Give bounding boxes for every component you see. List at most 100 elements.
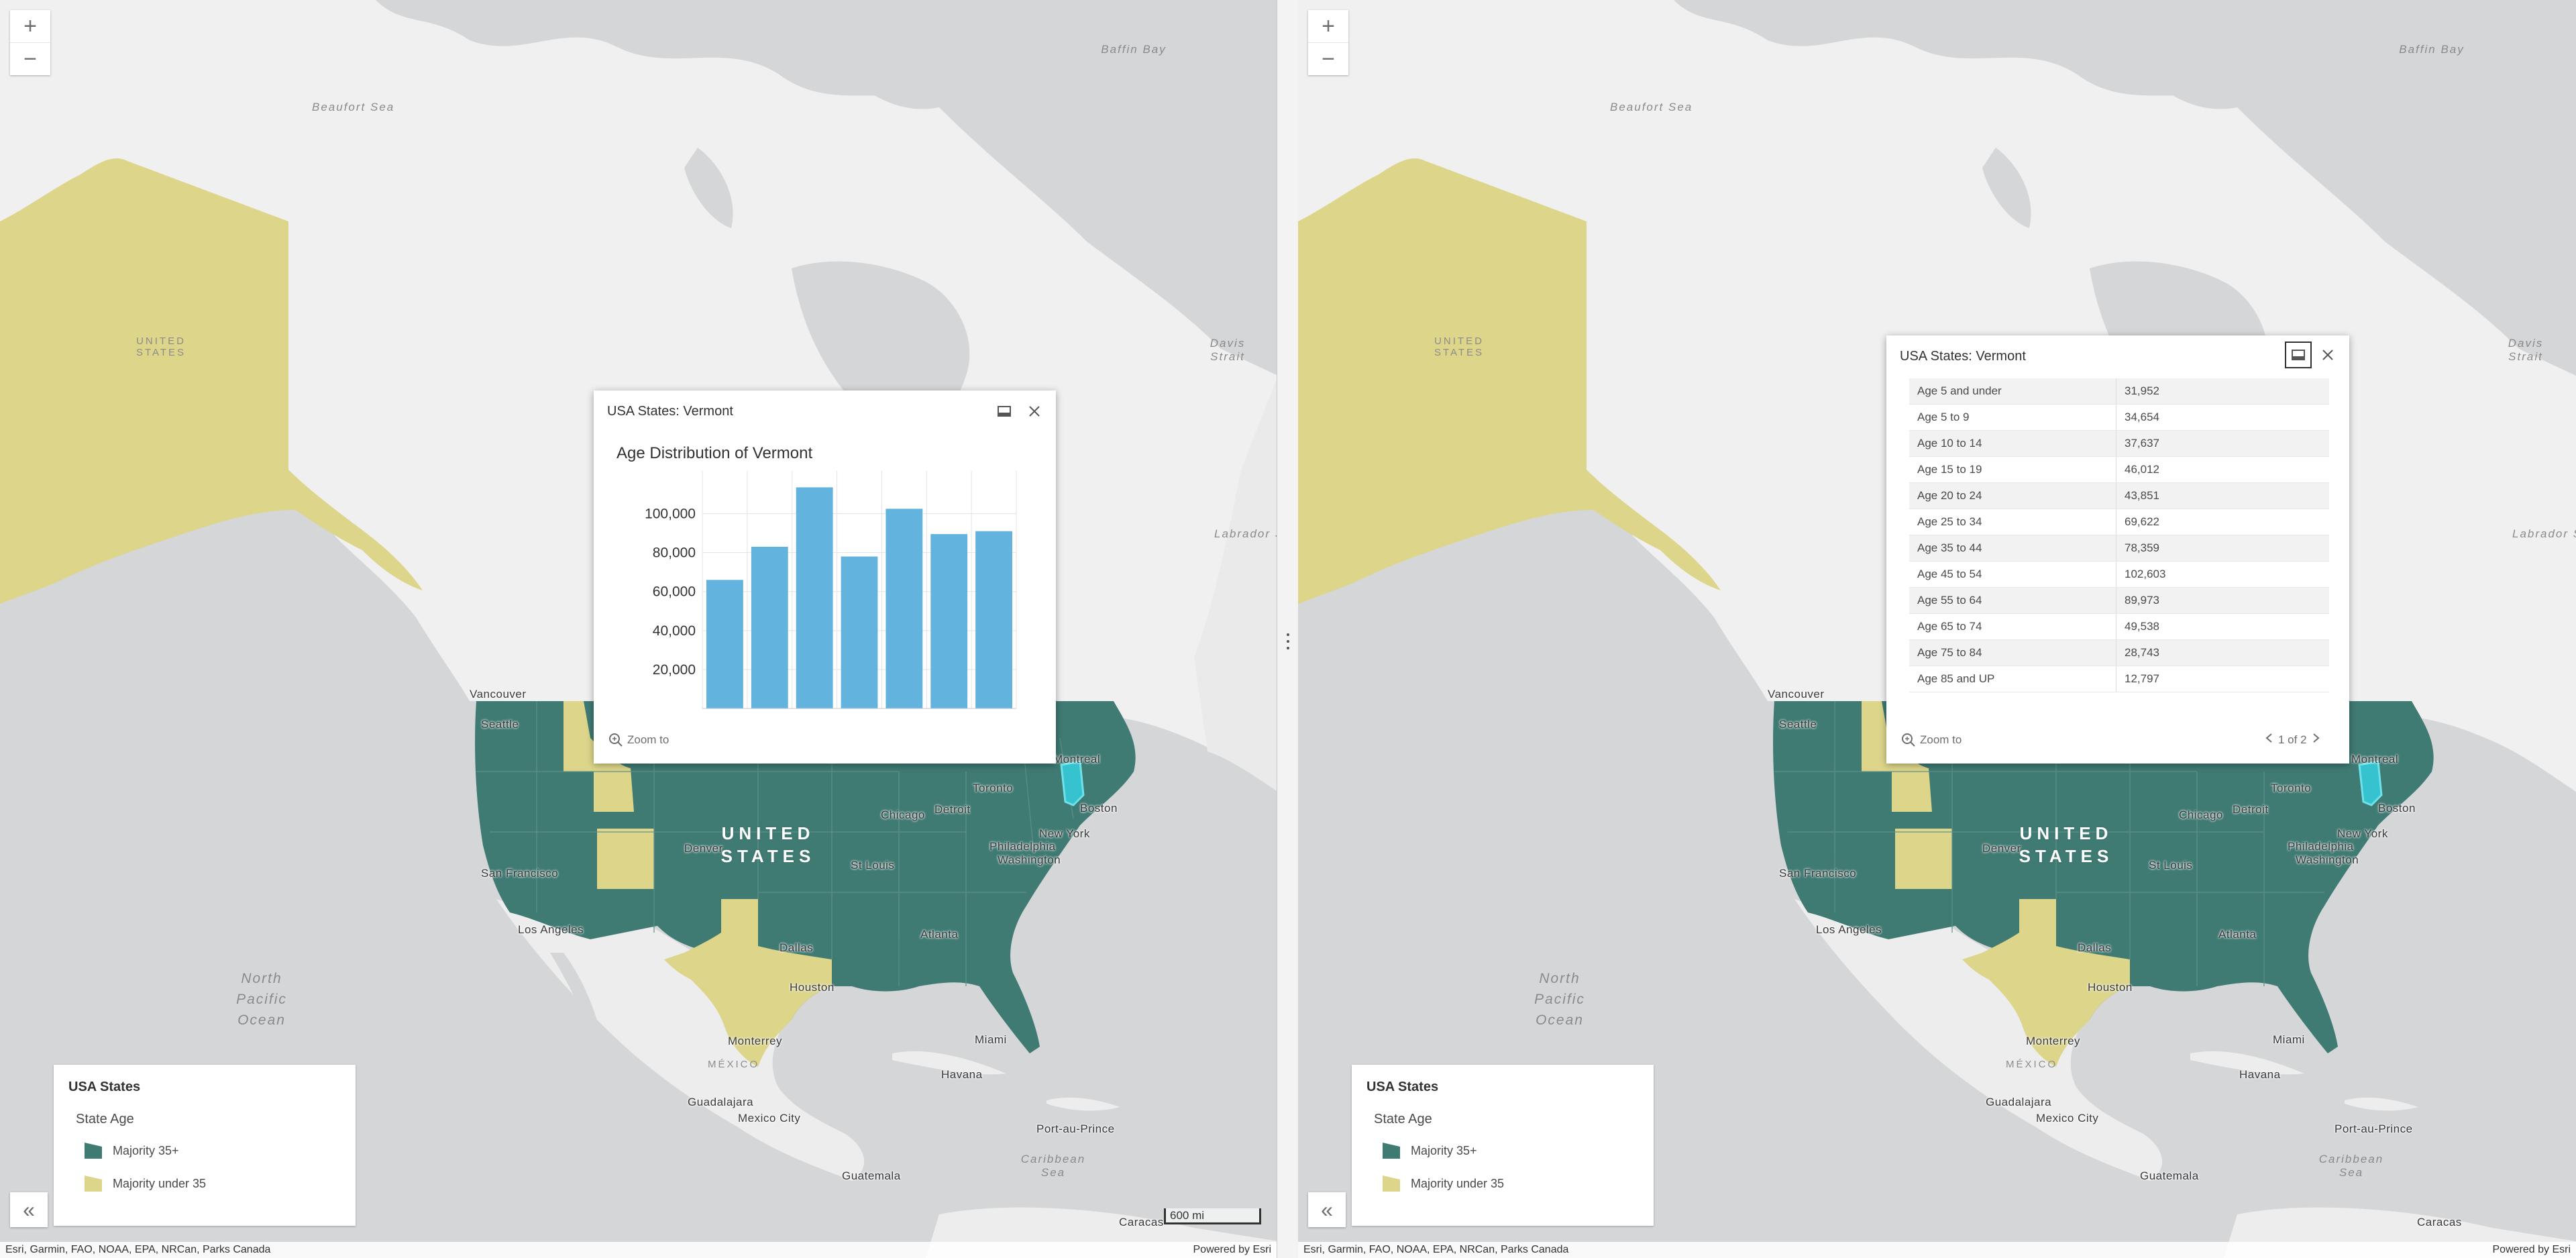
attribute-value: 28,743 [2116,639,2329,666]
zoom-control: + − [1308,10,1348,75]
zoom-to-button[interactable]: Zoom to [608,733,669,747]
dock-icon[interactable] [994,401,1014,421]
next-icon[interactable] [2307,733,2326,747]
zoom-to-button[interactable]: Zoom to [1901,733,1962,747]
attribute-table: Age 5 and under 31,952 Age 5 to 9 34,654 Age… [1909,378,2329,692]
city-chicago: Chicago [881,808,925,821]
city-denver: Denver [1982,842,2021,855]
map-label-usa: UNITED STATES [720,823,816,866]
view-splitter[interactable] [1277,0,1299,1258]
city-los-angeles: Los Angeles [518,923,584,936]
city-seattle: Seattle [1779,718,1817,731]
splitter-grip-icon [1287,633,1289,636]
legend-title: USA States [68,1080,141,1094]
city-san-francisco: San Francisco [1779,867,1857,880]
bar-chart: 20,000 40,000 60,000 80,000 100,000 [645,471,1017,709]
attribute-value: 31,952 [2116,378,2329,405]
city-monterrey: Monterrey [2026,1035,2081,1047]
city-st-louis: St Louis [851,859,895,872]
zoom-in-button[interactable]: + [10,10,50,43]
attribution-bar: Esri, Garmin, FAO, NOAA, EPA, NRCan, Par… [1298,1242,2576,1258]
attribute-name: Age 45 to 54 [1909,561,2116,588]
city-vancouver: Vancouver [1768,688,1825,700]
city-detroit: Detroit [2233,803,2269,816]
pagination: 1 of 2 [2259,733,2326,747]
zoom-out-button[interactable]: − [1322,46,1335,72]
city-guadalajara: Guadalajara [1986,1096,2052,1108]
y-tick-label: 20,000 [653,662,696,678]
city-toronto: Toronto [973,782,1014,794]
table-row: Age 65 to 74 49,538 [1909,613,2329,640]
attribute-name: Age 5 and under [1909,378,2116,405]
powered-by[interactable]: Powered by Esri [2492,1244,2571,1255]
table-row: Age 20 to 24 43,851 [1909,482,2329,509]
collapse-icon[interactable]: « [1308,1192,1346,1227]
table-row: Age 75 to 84 28,743 [1909,639,2329,666]
map-label-davis-strait: Davis Strait [1210,337,1246,363]
bar[interactable] [706,580,743,709]
city-washington: Washington [2296,853,2359,866]
legend-item: Majority under 35 [83,1173,206,1194]
city-mexico-city: Mexico City [738,1112,801,1124]
table-row: Age 55 to 64 89,973 [1909,587,2329,614]
bar[interactable] [841,556,878,709]
map-label-north-pacific: North Pacific Ocean [1534,971,1585,1028]
city-caracas: Caracas [1119,1216,1164,1228]
close-icon[interactable] [1024,401,1044,421]
city-san-francisco: San Francisco [481,867,559,880]
right-map-view[interactable]: Beaufort Sea Baffin Bay Davis Strait Lab… [1298,0,2576,1258]
city-seattle: Seattle [481,718,519,731]
bar[interactable] [885,509,923,709]
zoom-in-button[interactable]: + [1308,10,1348,43]
left-map-view[interactable]: Beaufort Sea Baffin Bay Davis Strait Lab… [0,0,1277,1258]
popup-title: USA States: Vermont [1900,349,2026,364]
attribution-text[interactable]: Esri, Garmin, FAO, NOAA, EPA, NRCan, Par… [1303,1244,1569,1255]
attribute-value: 37,637 [2116,430,2329,457]
city-dallas: Dallas [780,941,814,954]
bar[interactable] [751,546,788,709]
bar[interactable] [975,531,1012,709]
attribute-name: Age 10 to 14 [1909,430,2116,457]
attribution-text[interactable]: Esri, Garmin, FAO, NOAA, EPA, NRCan, Par… [5,1244,271,1255]
scale-bar: 600 mi [1164,1208,1261,1224]
legend-label: Majority under 35 [1411,1176,1505,1190]
city-vancouver: Vancouver [470,688,527,700]
legend-label: Majority under 35 [113,1176,207,1190]
y-tick-label: 80,000 [653,545,696,561]
page-count: 1 of 2 [2278,733,2307,746]
city-atlanta: Atlanta [920,928,959,941]
city-chicago: Chicago [2179,808,2223,821]
close-icon[interactable] [2318,345,2338,365]
bar[interactable] [796,487,833,709]
splitter-grip-icon [1287,640,1289,643]
attribute-value: 49,538 [2116,613,2329,640]
dock-icon[interactable] [2285,342,2312,368]
city-guatemala: Guatemala [2140,1169,2199,1182]
collapse-icon[interactable]: « [10,1192,48,1227]
city-montreal: Montreal [1053,753,1101,766]
city-miami: Miami [2273,1033,2305,1046]
city-mexico-city: Mexico City [2036,1112,2099,1124]
legend-swatch-icon [85,1143,102,1159]
city-houston: Houston [2088,981,2133,994]
table-row: Age 85 and UP 12,797 [1909,666,2329,692]
city-st-louis: St Louis [2149,859,2193,872]
bar[interactable] [930,534,968,709]
powered-by[interactable]: Powered by Esri [1193,1244,1272,1255]
city-boston: Boston [2378,802,2416,815]
attribute-name: Age 85 and UP [1909,666,2116,692]
map-label-mexico: MÉXICO [708,1059,760,1070]
table-row: Age 5 and under 31,952 [1909,378,2329,405]
zoom-to-label: Zoom to [627,733,669,746]
legend-panel: USA States State Age Majority 35+ Majori… [1352,1065,1654,1226]
previous-icon[interactable] [2259,733,2278,747]
map-label-labrador-sea: Labrador Sea [2512,527,2576,540]
city-havana: Havana [2239,1068,2281,1081]
zoom-out-button[interactable]: − [23,46,37,72]
attribute-name: Age 15 to 19 [1909,456,2116,483]
table-row: Age 5 to 9 34,654 [1909,404,2329,431]
legend-swatch-icon [1383,1175,1400,1192]
map-label-usa: UNITED STATES [2019,823,2114,866]
city-los-angeles: Los Angeles [1816,923,1882,936]
city-detroit: Detroit [934,803,971,816]
